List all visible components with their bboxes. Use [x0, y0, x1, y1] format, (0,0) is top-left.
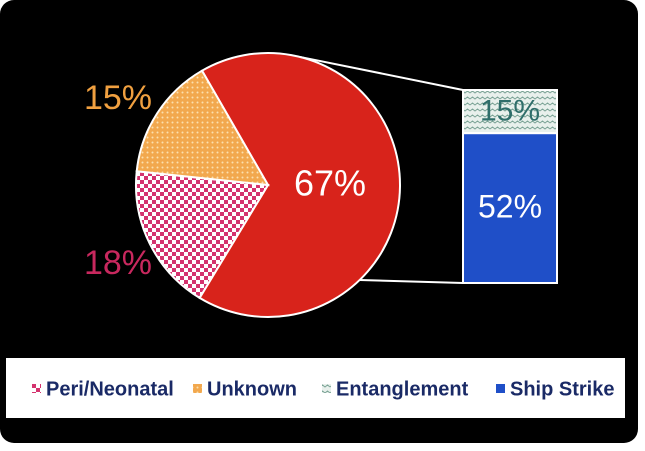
- bar-segment: [462, 132, 558, 284]
- connector: [299, 55, 464, 91]
- slice-label: 18%: [84, 244, 152, 282]
- pie-slice: [135, 69, 270, 187]
- legend-label: Peri/Neonatal: [46, 378, 174, 400]
- pie-slice: [135, 170, 270, 300]
- legend-label: Entanglement: [336, 378, 469, 400]
- slice-label: 67%: [294, 163, 366, 204]
- connector: [359, 278, 464, 284]
- legend-marker: [496, 384, 505, 393]
- bar-label: 52%: [478, 189, 542, 225]
- legend-marker: [32, 384, 41, 393]
- bar-label: 15%: [480, 95, 540, 128]
- legend-marker: [193, 384, 202, 393]
- legend-marker: [322, 384, 331, 393]
- slice-label: 15%: [84, 79, 152, 117]
- legend-label: Unknown: [207, 378, 297, 400]
- pie-slice: [198, 52, 401, 318]
- legend-box: [6, 358, 625, 418]
- legend-label: Ship Strike: [510, 378, 614, 400]
